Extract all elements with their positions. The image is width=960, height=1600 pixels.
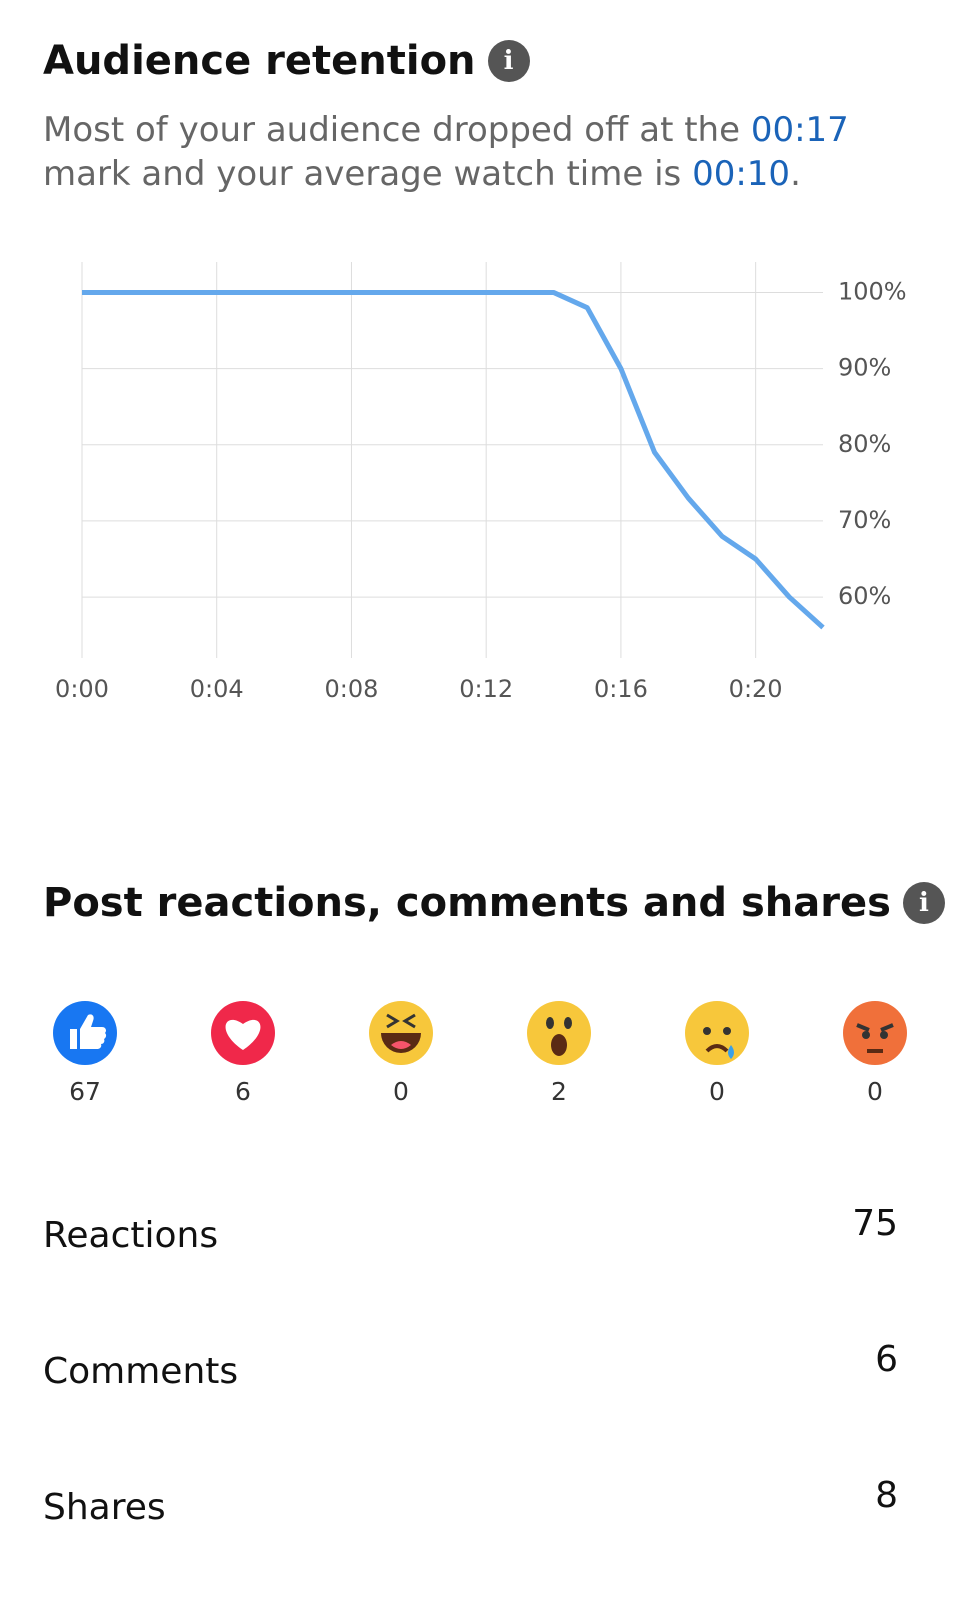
- row-label: Reactions: [43, 1215, 219, 1256]
- title-text: Audience retention: [43, 38, 476, 84]
- row-label: Comments: [43, 1351, 239, 1392]
- x-tick-label: 0:20: [729, 675, 783, 703]
- desc-text: Most of your audience dropped off at the: [43, 110, 751, 150]
- retention-line: [82, 289, 825, 630]
- x-tick-label: 0:08: [325, 675, 379, 703]
- reaction-count: 67: [69, 1077, 101, 1106]
- y-tick-label: 60%: [838, 582, 891, 610]
- reaction-count: 6: [235, 1077, 251, 1106]
- x-tick-label: 0:00: [55, 675, 109, 703]
- info-icon[interactable]: i: [487, 40, 530, 82]
- retention-chart: 60% 70% 80% 90% 100% 0:00 0:04 0:08 0:12 0:16 0:20: [55, 262, 907, 703]
- x-tick-label: 0:04: [190, 675, 244, 703]
- row-label: Shares: [43, 1487, 166, 1528]
- x-tick-label: 0:16: [594, 675, 648, 703]
- title-text: Post reactions, comments and shares: [43, 880, 891, 926]
- y-tick-label: 90%: [838, 354, 891, 382]
- desc-highlight: 00:17: [750, 110, 849, 150]
- sad-icon: [685, 1001, 749, 1065]
- haha-icon: [369, 1001, 433, 1065]
- summary-row[interactable]: Comments 6: [43, 1339, 898, 1392]
- y-tick-label: 100%: [838, 277, 907, 305]
- row-value: 8: [875, 1475, 898, 1516]
- love-icon: [211, 1001, 275, 1065]
- summary-row[interactable]: Reactions 75: [43, 1203, 898, 1256]
- section-title: Audience retention i: [43, 38, 530, 84]
- reaction-count: 0: [709, 1077, 725, 1106]
- desc-highlight: 00:10: [692, 154, 791, 194]
- reaction-count: 0: [867, 1077, 883, 1106]
- reaction-count: 0: [393, 1077, 409, 1106]
- wow-icon: [527, 1001, 591, 1065]
- info-icon[interactable]: i: [902, 882, 945, 924]
- desc-text: .: [790, 154, 801, 194]
- y-tick-label: 70%: [838, 506, 891, 534]
- y-tick-label: 80%: [838, 430, 891, 458]
- summary-row[interactable]: Shares 8: [43, 1475, 898, 1528]
- row-value: 75: [852, 1203, 898, 1244]
- angry-icon: [843, 1001, 907, 1065]
- reaction-count: 2: [551, 1077, 567, 1106]
- row-value: 6: [875, 1339, 898, 1380]
- desc-text: mark and your average watch time is: [43, 154, 693, 194]
- like-icon: [53, 1001, 117, 1065]
- section-title: Post reactions, comments and shares i: [43, 880, 945, 926]
- reactions: 67 6 0 2 0 0: [53, 1001, 907, 1106]
- x-tick-label: 0:12: [459, 675, 513, 703]
- description: Most of your audience dropped off at the…: [43, 108, 923, 194]
